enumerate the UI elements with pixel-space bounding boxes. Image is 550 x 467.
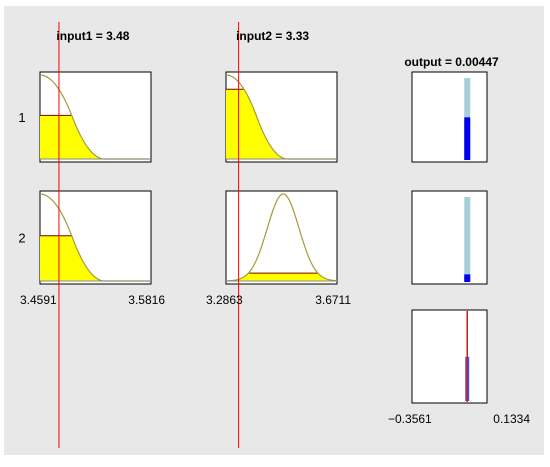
output-plot-frame — [411, 190, 488, 285]
input1-range-min: 3.4591 — [20, 293, 57, 307]
mf-plot-rule1-input2 — [225, 71, 338, 163]
input2-range-min: 3.2863 — [206, 293, 243, 307]
fired-area — [40, 115, 151, 159]
mf-plot-rule2-input1 — [39, 190, 152, 285]
fired-area — [226, 273, 337, 281]
output-range-max: 0.1334 — [493, 412, 530, 426]
fired-area — [40, 235, 151, 281]
input2-title: input2 = 3.33 — [236, 29, 309, 43]
aggregate-output-plot — [411, 309, 488, 404]
mf-curve — [225, 193, 338, 282]
output-range-min: −0.3561 — [388, 412, 432, 426]
input1-title: input1 = 3.48 — [56, 29, 129, 43]
rule-number-2: 2 — [18, 231, 25, 246]
output-plot-rule1 — [411, 71, 488, 163]
output-singleton-fired — [464, 274, 471, 282]
output-plot-frame — [411, 71, 488, 163]
input2-range-max: 3.6711 — [315, 293, 351, 307]
output-plot-rule2 — [411, 190, 488, 285]
output-singleton-fired — [464, 117, 471, 160]
mf-plot-rule2-input2 — [225, 190, 338, 285]
input1-range-max: 3.5816 — [128, 293, 165, 307]
output-title: output = 0.00447 — [404, 55, 499, 69]
output-singleton-full — [464, 197, 471, 282]
mf-plot-rule1-input1 — [39, 71, 152, 163]
mf-plot-frame — [225, 190, 338, 285]
rule-number-1: 1 — [18, 110, 25, 125]
fired-area — [226, 89, 337, 159]
aggregate-frame — [411, 309, 488, 404]
